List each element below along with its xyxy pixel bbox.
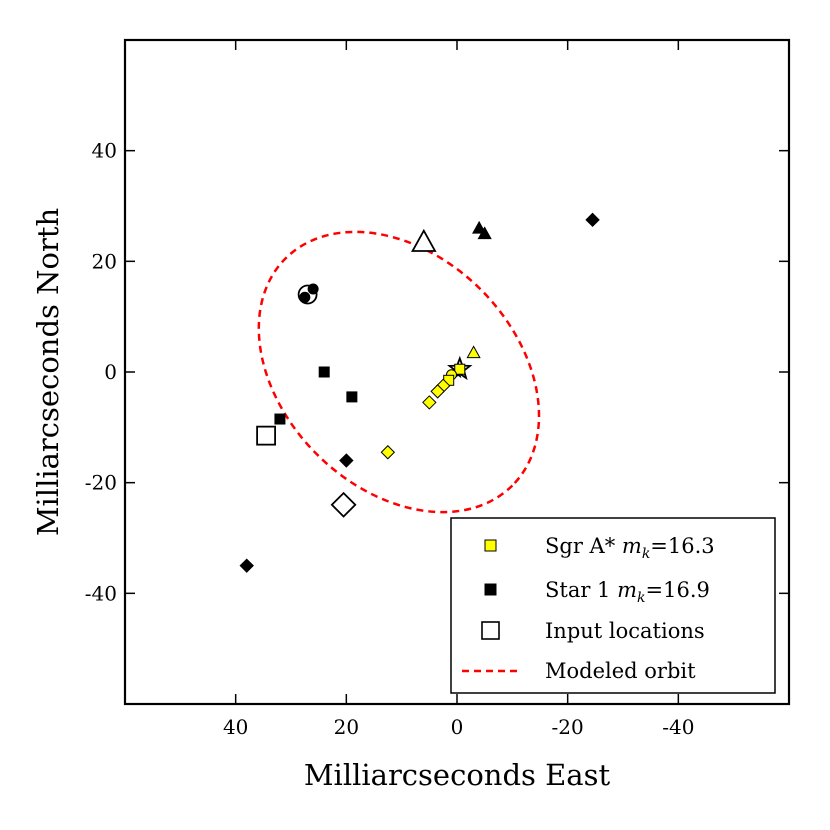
star1-point-diamond	[585, 212, 600, 228]
star1-point-square	[346, 391, 358, 403]
legend-sgra-marker	[484, 539, 497, 552]
legend-sgra-label: Sgr A* mk=16.3	[545, 534, 715, 562]
legend-box	[450, 517, 776, 694]
sgra-point-diamond	[422, 395, 437, 410]
orbit-layer	[257, 230, 541, 514]
x-tick-label: 20	[334, 715, 359, 739]
input-location-point-diamond	[330, 491, 357, 518]
legend: Sgr A* mk=16.3 Star 1 mk=16.9 Input loca…	[450, 517, 776, 694]
legend-star1-marker	[484, 583, 497, 596]
x-tick-label: -40	[662, 715, 694, 739]
sgra-point-square	[454, 363, 466, 375]
x-tick-label: -20	[552, 715, 584, 739]
star1-point-circle	[307, 283, 319, 295]
x-axis-title: Milliarcseconds East	[304, 758, 611, 792]
modeled-orbit	[257, 230, 541, 514]
y-tick-label: -20	[85, 471, 117, 495]
y-axis-title: Milliarcseconds North	[31, 208, 65, 536]
y-tick-label: 20	[92, 249, 117, 273]
star1-point-triangle	[472, 220, 487, 234]
star1-point-diamond	[339, 453, 354, 468]
legend-star1-label: Star 1 mk=16.9	[545, 578, 710, 606]
sgra-point-triangle	[466, 345, 481, 359]
sgra-point-diamond	[430, 384, 445, 399]
star1-point-triangle	[477, 226, 492, 240]
legend-input-marker	[481, 621, 500, 640]
star1-point-diamond	[239, 558, 254, 573]
star1-point-circle	[299, 291, 311, 303]
sgra-point-diamond	[380, 445, 396, 460]
x-tick-label: 0	[451, 715, 464, 739]
plot-frame	[123, 38, 791, 706]
star1-point-square	[318, 366, 330, 378]
x-tick-label: 40	[223, 715, 248, 739]
input-location-point-triangle	[411, 228, 437, 252]
star1-point-square	[274, 413, 286, 425]
input-location-point-square	[256, 425, 277, 446]
y-tick-label: 40	[92, 139, 117, 163]
y-tick-label: 0	[104, 360, 117, 384]
marker-layer	[239, 212, 600, 573]
y-tick-label: -40	[85, 581, 117, 605]
tick-layer: 40 20 0 -20 -40 40 20 0 -20 -40	[85, 40, 789, 739]
legend-input-label: Input locations	[545, 619, 705, 643]
legend-orbit-label: Modeled orbit	[545, 659, 696, 683]
